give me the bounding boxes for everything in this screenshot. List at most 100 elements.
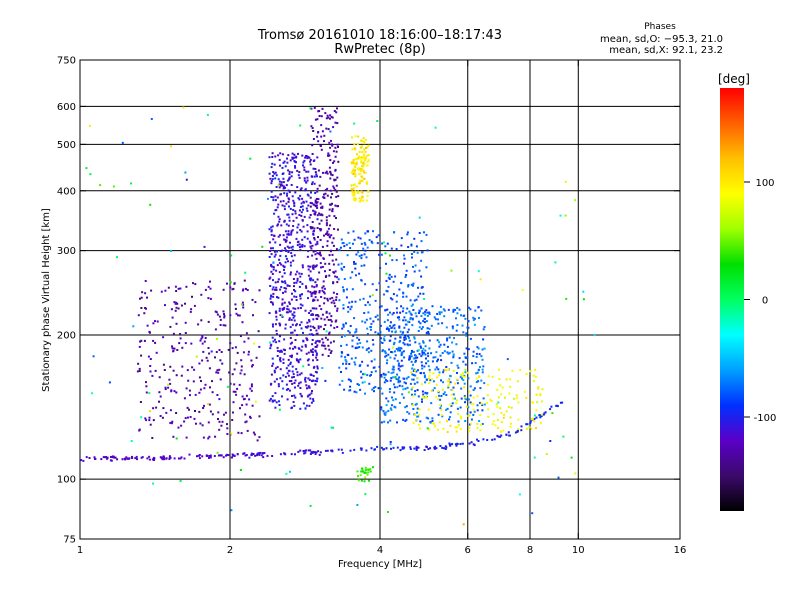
data-point: [268, 312, 271, 315]
data-point: [403, 446, 406, 449]
data-point: [290, 246, 293, 249]
data-point: [361, 165, 364, 168]
data-point: [239, 335, 242, 337]
data-point: [430, 377, 433, 380]
data-point: [318, 184, 321, 187]
data-point: [281, 298, 284, 301]
data-point: [312, 138, 315, 140]
data-point: [328, 312, 331, 315]
data-point: [215, 351, 218, 353]
data-point: [423, 231, 425, 234]
data-point: [232, 390, 235, 393]
data-point: [288, 170, 291, 173]
data-point: [391, 313, 394, 316]
data-point: [324, 336, 327, 339]
data-point: [273, 380, 276, 383]
data-point: [279, 357, 282, 359]
data-point: [416, 377, 419, 380]
data-point: [318, 340, 321, 343]
data-point: [554, 261, 557, 264]
data-point: [291, 229, 294, 232]
data-point: [398, 376, 401, 379]
data-point: [337, 448, 340, 451]
data-point: [428, 371, 431, 374]
data-point: [328, 331, 331, 334]
data-point: [306, 321, 309, 324]
data-point: [358, 156, 361, 159]
data-point: [284, 375, 287, 378]
data-point: [292, 209, 295, 211]
data-point: [349, 276, 352, 279]
data-point: [474, 362, 477, 364]
data-point: [445, 408, 448, 411]
data-point: [363, 142, 366, 145]
data-point: [379, 324, 382, 327]
data-point: [469, 308, 472, 311]
data-point: [347, 378, 350, 381]
data-point: [434, 445, 437, 448]
data-point: [278, 350, 281, 353]
data-point: [454, 382, 457, 385]
data-point: [292, 219, 295, 222]
data-point: [207, 320, 210, 323]
data-point: [250, 389, 253, 392]
data-point: [464, 401, 466, 404]
data-point: [334, 121, 337, 124]
data-point: [472, 389, 475, 391]
data-point: [312, 318, 315, 321]
data-point: [316, 175, 318, 178]
data-point: [460, 387, 463, 390]
data-point: [274, 288, 276, 291]
data-point: [314, 118, 317, 121]
data-point: [388, 277, 391, 280]
data-point: [389, 321, 392, 324]
data-point: [130, 182, 133, 185]
data-point: [387, 409, 390, 412]
data-point: [93, 456, 96, 459]
data-point: [330, 173, 333, 176]
data-point: [310, 451, 313, 454]
data-point: [303, 169, 306, 172]
data-point: [283, 301, 286, 304]
data-point: [473, 410, 476, 413]
data-point: [91, 392, 94, 395]
data-point: [298, 171, 301, 174]
data-point: [353, 197, 356, 200]
data-point: [181, 365, 184, 368]
data-point: [387, 285, 390, 288]
data-point: [514, 431, 517, 434]
data-point: [102, 456, 105, 459]
data-point: [338, 248, 341, 251]
data-point: [319, 202, 322, 205]
data-point: [319, 451, 322, 454]
data-point: [289, 261, 292, 264]
data-point: [525, 427, 528, 430]
data-point: [148, 416, 151, 419]
data-point: [411, 256, 413, 259]
x-tick-label: 6: [465, 545, 471, 556]
data-point: [424, 381, 427, 384]
data-point: [299, 307, 302, 309]
data-point: [247, 353, 250, 356]
data-point: [201, 342, 204, 345]
data-point: [378, 365, 381, 368]
data-point: [409, 312, 412, 315]
data-point: [336, 281, 339, 284]
colorbar: [720, 88, 744, 511]
data-point: [352, 173, 355, 175]
data-point: [209, 410, 212, 413]
data-point: [410, 243, 413, 246]
data-point: [319, 213, 322, 216]
data-point: [412, 374, 415, 377]
data-point: [285, 257, 288, 260]
data-point: [279, 254, 282, 257]
data-point: [308, 240, 311, 243]
data-point: [456, 324, 459, 326]
data-point: [468, 306, 470, 309]
data-point: [374, 299, 377, 302]
data-point: [325, 219, 328, 222]
data-point: [324, 171, 327, 174]
data-point: [207, 437, 210, 440]
data-point: [423, 317, 426, 320]
data-point: [403, 339, 406, 341]
